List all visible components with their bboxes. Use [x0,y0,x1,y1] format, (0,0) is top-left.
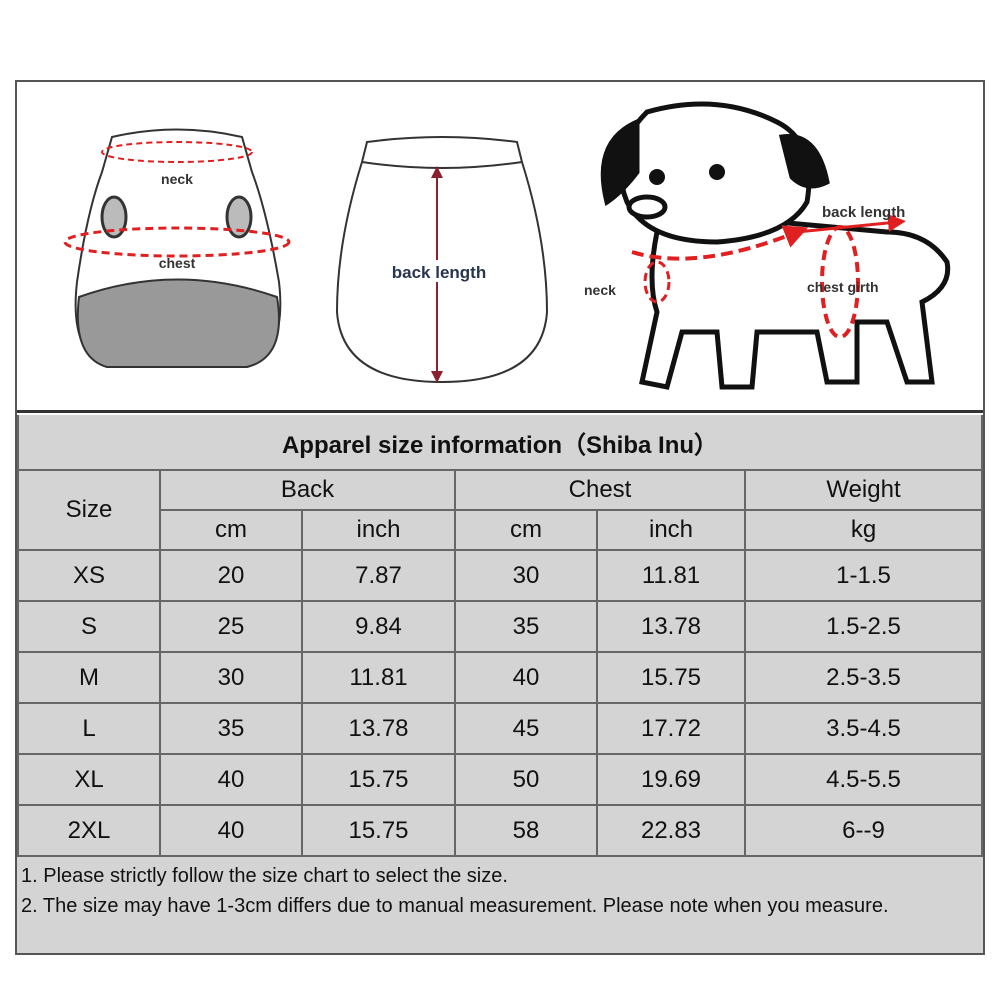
value-cell: 13.78 [301,702,456,755]
table-row: XL 40 15.75 50 19.69 4.5-5.5 [17,753,983,806]
value-cell: 1.5-2.5 [744,600,983,653]
weight-header: Weight [744,469,983,511]
value-cell: 58 [454,804,598,857]
value-cell: 30 [159,651,303,704]
value-cell: 15.75 [301,804,456,857]
vest-front-illustration: neck chest [63,128,291,368]
measurement-illustrations: neck chest back length back length neck [63,101,951,390]
value-cell: 40 [159,804,303,857]
dog-back-length-label: back length [822,204,905,221]
value-cell: 11.81 [596,549,746,602]
divider [17,410,983,413]
notes: 1. Please strictly follow the size chart… [17,857,983,953]
value-cell: 6--9 [744,804,983,857]
value-cell: 3.5-4.5 [744,702,983,755]
table-row: 2XL 40 15.75 58 22.83 6--9 [17,804,983,857]
size-cell: S [17,600,161,653]
value-cell: 17.72 [596,702,746,755]
value-cell: 45 [454,702,598,755]
value-cell: 19.69 [596,753,746,806]
value-cell: 50 [454,753,598,806]
value-cell: 2.5-3.5 [744,651,983,704]
value-cell: 35 [159,702,303,755]
table-row: S 25 9.84 35 13.78 1.5-2.5 [17,600,983,653]
table-row: L 35 13.78 45 17.72 3.5-4.5 [17,702,983,755]
size-cell: M [17,651,161,704]
value-cell: 40 [454,651,598,704]
neck-label: neck [161,171,193,187]
unit-header: inch [596,509,746,551]
value-cell: 22.83 [596,804,746,857]
vest-back-illustration: back length [335,136,549,384]
value-cell: 11.81 [301,651,456,704]
unit-header: cm [159,509,303,551]
note-2: 2. The size may have 1-3cm differs due t… [21,895,889,917]
value-cell: 20 [159,549,303,602]
unit-header: kg [744,509,983,551]
table-row: XS 20 7.87 30 11.81 1-1.5 [17,549,983,602]
chest-label: chest [159,255,196,271]
value-cell: 1-1.5 [744,549,983,602]
value-cell: 25 [159,600,303,653]
size-cell: 2XL [17,804,161,857]
unit-header: cm [454,509,598,551]
back-header: Back [159,469,456,511]
table-row: M 30 11.81 40 15.75 2.5-3.5 [17,651,983,704]
dog-neck-label: neck [584,282,616,298]
note-1: 1. Please strictly follow the size chart… [21,865,508,887]
size-cell: XL [17,753,161,806]
value-cell: 35 [454,600,598,653]
size-table: Apparel size information（Shiba Inu） Size… [17,415,983,857]
value-cell: 4.5-5.5 [744,753,983,806]
value-cell: 30 [454,549,598,602]
value-cell: 40 [159,753,303,806]
value-cell: 15.75 [301,753,456,806]
size-chart: neck chest back length back length neck [15,80,985,955]
value-cell: 7.87 [301,549,456,602]
unit-header: inch [301,509,456,551]
dog-chest-girth-label: chest girth [807,279,879,295]
size-header: Size [17,469,161,551]
value-cell: 13.78 [596,600,746,653]
size-cell: XS [17,549,161,602]
size-cell: L [17,702,161,755]
value-cell: 15.75 [596,651,746,704]
back-length-label: back length [392,263,486,282]
chest-header: Chest [454,469,746,511]
table-title: Apparel size information（Shiba Inu） [17,415,983,471]
dog-illustration [600,101,951,390]
value-cell: 9.84 [301,600,456,653]
